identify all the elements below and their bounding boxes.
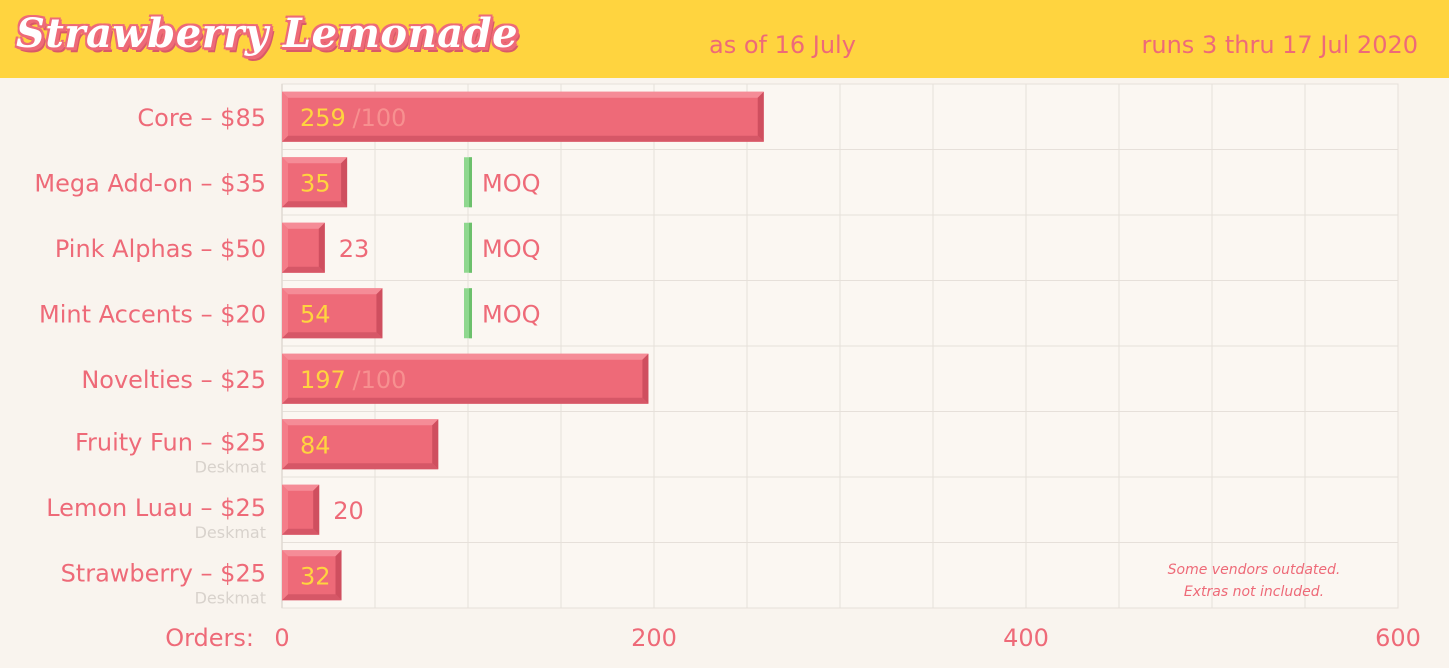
bar — [282, 222, 325, 273]
bar-value-label: 84 — [300, 431, 331, 459]
bar-bevel-top — [282, 157, 348, 164]
bar-bevel-right — [376, 288, 383, 339]
bar-bevel-left — [282, 419, 288, 470]
bar-body — [282, 222, 325, 273]
category-label: Core – $85 — [137, 104, 266, 132]
moq-label: MOQ — [482, 235, 541, 263]
category-label: Lemon Luau – $25 — [46, 494, 266, 522]
category-label: Strawberry – $25 — [61, 559, 266, 587]
moq-label: MOQ — [482, 169, 541, 197]
category-sublabel: Deskmat — [195, 523, 266, 542]
bar — [282, 157, 348, 208]
category-label: Mega Add-on – $35 — [34, 169, 266, 197]
bar-bevel-left — [282, 550, 288, 601]
bar-bevel-top — [282, 419, 439, 426]
bar-bevel-top — [282, 484, 320, 491]
moq-marker-shade — [469, 288, 472, 339]
bar-bevel-bottom — [282, 528, 320, 535]
bar-bevel-left — [282, 484, 288, 535]
bar-body — [282, 419, 439, 470]
bar-bevel-top — [282, 353, 649, 360]
x-tick-label: 600 — [1375, 624, 1421, 652]
bar-value-label: 197 — [300, 366, 346, 394]
bar-target-label: /100 — [353, 366, 407, 394]
bar-bevel-right — [313, 484, 320, 535]
category-label: Pink Alphas – $50 — [55, 235, 266, 263]
moq-marker — [464, 222, 472, 273]
category-sublabel: Deskmat — [195, 588, 266, 607]
bar-body — [282, 157, 348, 208]
bar-value-label: 32 — [300, 562, 331, 590]
x-axis-label: Orders: — [165, 624, 254, 652]
bar-bevel-left — [282, 222, 288, 273]
bar-value-label: 20 — [333, 497, 364, 525]
footnote: Some vendors outdated. — [1168, 562, 1341, 578]
bar — [282, 419, 439, 470]
bar-bevel-top — [282, 222, 325, 229]
as-of-date: as of 16 July — [709, 31, 856, 59]
bar-bevel-right — [341, 157, 348, 208]
category-label: Mint Accents – $20 — [39, 300, 266, 328]
bar-bevel-right — [432, 419, 439, 470]
bar-bevel-bottom — [282, 397, 649, 404]
bar-bevel-bottom — [282, 594, 342, 601]
bar-bevel-left — [282, 91, 288, 142]
bar-bevel-bottom — [282, 332, 383, 339]
bar-bevel-left — [282, 353, 288, 404]
bar-bevel-top — [282, 288, 383, 295]
bar-bevel-top — [282, 550, 342, 557]
bar-bevel-right — [757, 91, 764, 142]
bar-body — [282, 288, 383, 339]
bar-bevel-left — [282, 157, 288, 208]
category-label: Fruity Fun – $25 — [75, 428, 266, 456]
bar-value-label: 54 — [300, 300, 331, 328]
page-title: Strawberry Lemonade — [16, 10, 519, 57]
bar-bevel-top — [282, 91, 764, 98]
category-sublabel: Deskmat — [195, 457, 266, 476]
x-tick-label: 200 — [631, 624, 677, 652]
moq-marker — [464, 288, 472, 339]
bar-value-label: 259 — [300, 104, 346, 132]
bar-bevel-bottom — [282, 266, 325, 273]
bar-bevel-left — [282, 288, 288, 339]
bar-body — [282, 550, 342, 601]
moq-marker-shade — [469, 157, 472, 208]
bar — [282, 91, 764, 142]
bar-bevel-right — [642, 353, 649, 404]
bar-value-label: 35 — [300, 169, 331, 197]
moq-label: MOQ — [482, 300, 541, 328]
footnote: Extras not included. — [1184, 584, 1324, 600]
moq-marker — [464, 157, 472, 208]
bar-value-label: 23 — [339, 235, 370, 263]
bar-bevel-right — [335, 550, 342, 601]
bar-body — [282, 484, 320, 535]
run-dates: runs 3 thru 17 Jul 2020 — [1141, 31, 1418, 59]
moq-marker-shade — [469, 222, 472, 273]
bar — [282, 484, 320, 535]
bar-bevel-right — [318, 222, 325, 273]
bar — [282, 353, 649, 404]
bar — [282, 550, 342, 601]
bar-bevel-bottom — [282, 201, 348, 208]
bar-body — [282, 353, 649, 404]
bar-body — [282, 91, 764, 142]
bar — [282, 288, 383, 339]
category-label: Novelties – $25 — [81, 366, 266, 394]
bar-bevel-bottom — [282, 135, 764, 142]
x-tick-label: 400 — [1003, 624, 1049, 652]
bar-bevel-bottom — [282, 463, 439, 470]
header-bar: Strawberry Lemonade as of 16 July runs 3… — [0, 0, 1449, 78]
x-tick-label: 0 — [274, 624, 289, 652]
bar-target-label: /100 — [353, 104, 407, 132]
